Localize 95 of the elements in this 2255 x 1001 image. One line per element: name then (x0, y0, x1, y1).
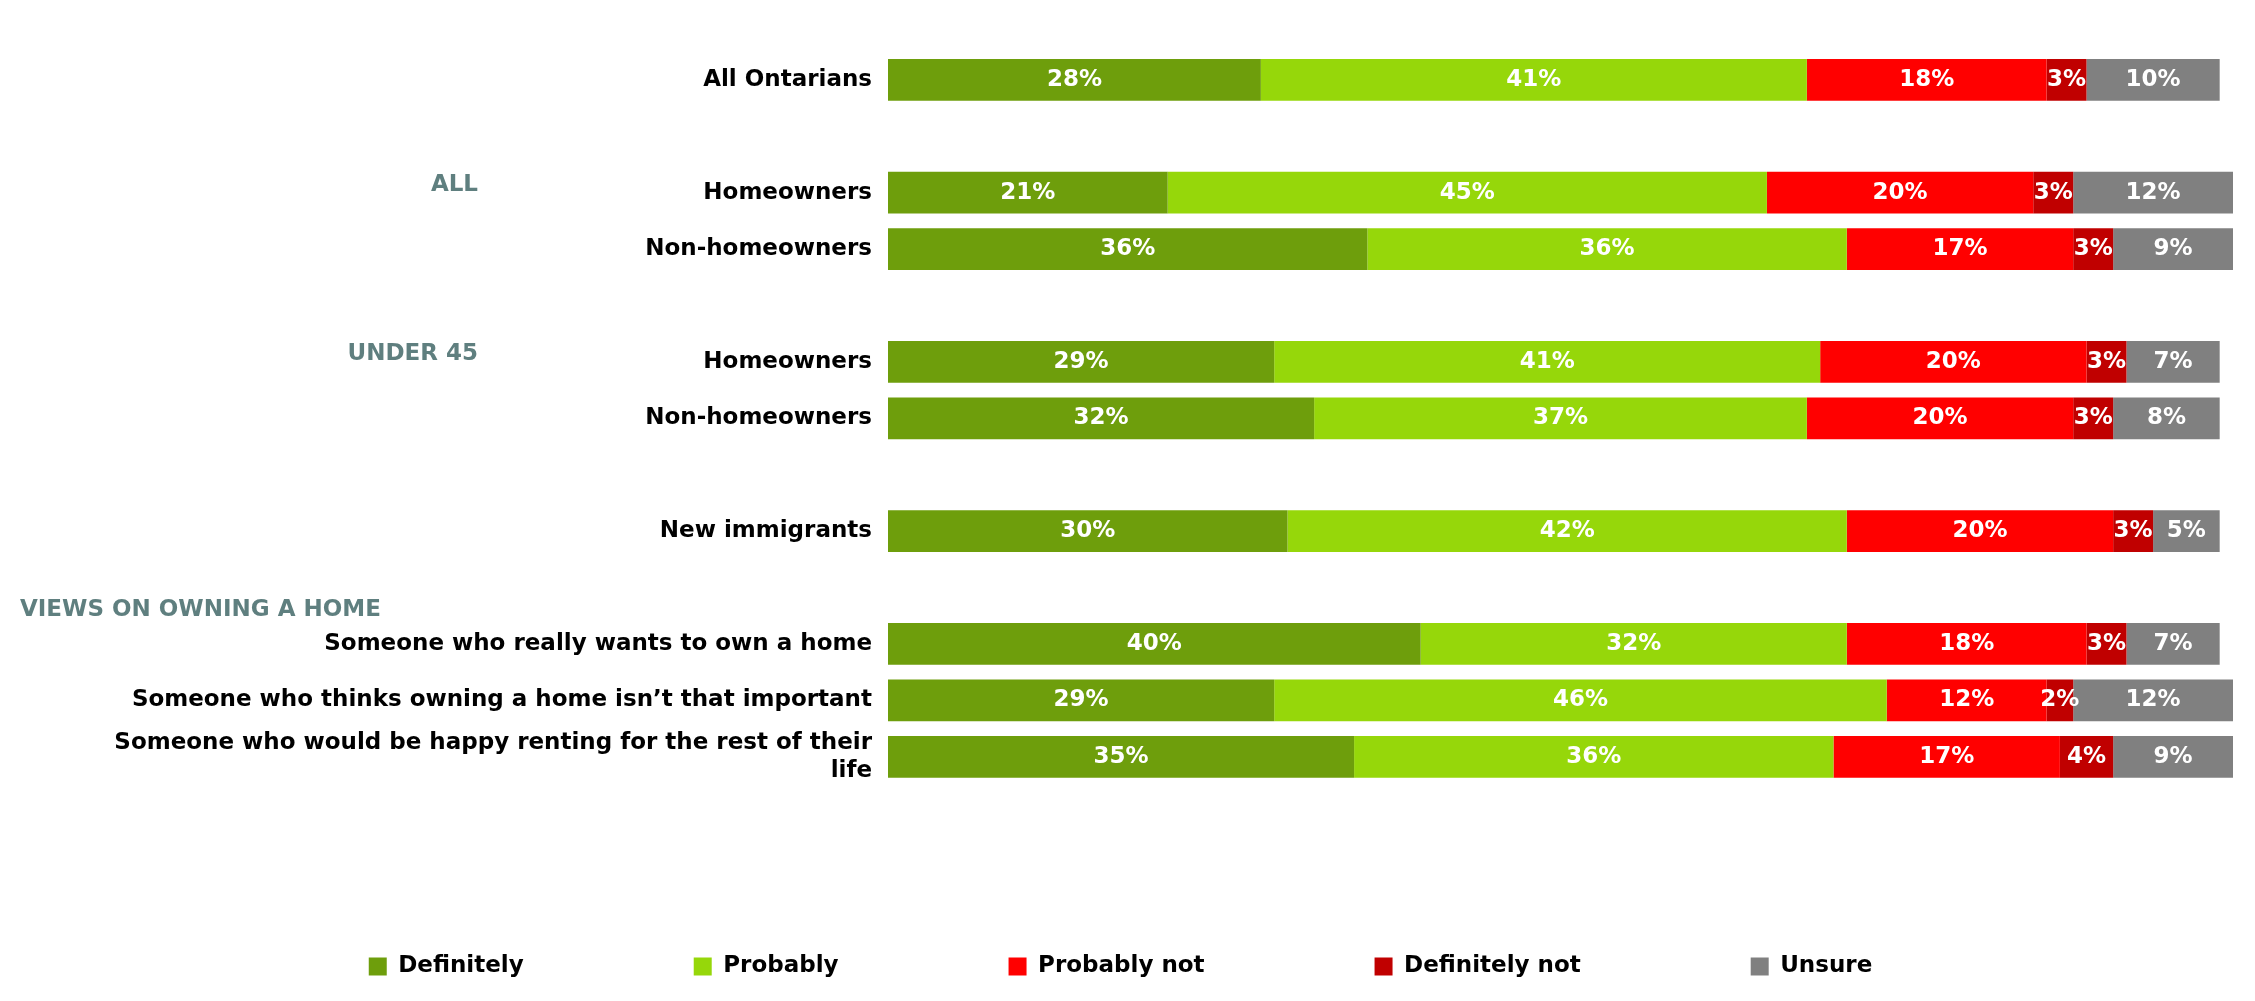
data-label: 12% (2125, 685, 2181, 712)
data-label: 3% (2033, 177, 2073, 204)
data-label: 7% (2153, 628, 2193, 655)
bar (888, 58, 1261, 101)
bar (2073, 171, 2233, 214)
data-label: 3% (2086, 628, 2127, 655)
data-label: 32% (1073, 403, 1129, 430)
bar (1314, 397, 1807, 440)
data-label: 2% (2040, 685, 2080, 712)
data-label: 5% (2166, 516, 2206, 543)
data-label: 4% (2066, 741, 2107, 768)
legend-label: Unsure (1780, 951, 1873, 978)
bar (1274, 679, 1887, 722)
bar (888, 623, 1421, 665)
legend-label: Probably not (1038, 951, 1205, 978)
bar (888, 171, 1168, 214)
bar (1766, 171, 2034, 214)
data-label: 20% (1925, 346, 1981, 373)
data-label: 30% (1060, 516, 1116, 543)
legend-label: Probably (723, 951, 839, 978)
data-label: 21% (1000, 177, 1056, 204)
data-label: 9% (2153, 234, 2193, 261)
bar (888, 510, 1288, 552)
bar (888, 679, 1275, 722)
y-tick-label: Someone who really wants to own a home (324, 628, 872, 655)
text: UNDER 45 (347, 338, 478, 365)
data-label: 45% (1439, 177, 1495, 204)
y-tick-label: Non-homeowners (645, 234, 872, 261)
bar (1420, 623, 1847, 665)
data-label: 41% (1519, 346, 1575, 373)
data-label: 37% (1532, 403, 1589, 430)
data-label: 36% (1566, 741, 1622, 768)
bar (2086, 58, 2220, 101)
bar (1846, 510, 2114, 552)
legend-label: Definitely (398, 951, 524, 978)
data-label: 35% (1093, 741, 1149, 768)
data-label: 46% (1552, 685, 1609, 712)
text: VIEWS ON OWNING A HOME (20, 594, 381, 621)
data-label: 20% (1872, 177, 1928, 204)
data-label: 9% (2153, 741, 2193, 768)
bar (888, 341, 1275, 383)
data-label: 29% (1053, 685, 1109, 712)
bar (1820, 341, 2087, 383)
data-label: 7% (2153, 346, 2193, 373)
data-label: 17% (1932, 234, 1988, 261)
data-label: 20% (1912, 403, 1968, 430)
data-label: 36% (1579, 234, 1635, 261)
y-tick-label: New immigrants (659, 516, 872, 543)
bar (1846, 228, 2074, 270)
bar (1260, 58, 1807, 101)
data-label: 32% (1606, 628, 1662, 655)
data-label: 42% (1539, 516, 1595, 543)
bar (1287, 510, 1847, 552)
data-label: 3% (2073, 403, 2113, 430)
data-label: 3% (2086, 346, 2127, 373)
bar (2113, 735, 2233, 778)
bar (1367, 228, 1847, 270)
y-tick-label: Non-homeowners (645, 403, 872, 430)
y-tick-label: Homeowners (703, 346, 872, 373)
y-tick-label: Someone who thinks owning a home isn’t that important (131, 685, 872, 712)
bar (1806, 397, 2074, 440)
legend-label: Definitely not (1404, 951, 1581, 978)
bar (1167, 171, 1767, 214)
bar (1846, 623, 2087, 665)
data-label: 29% (1053, 346, 1109, 373)
data-label: 10% (2125, 64, 2181, 91)
bar (2113, 397, 2220, 440)
data-label: 18% (1899, 64, 1955, 91)
data-label: 41% (1506, 64, 1562, 91)
data-label: 36% (1100, 234, 1156, 261)
text: ALL (430, 169, 479, 196)
data-label: 40% (1126, 628, 1182, 655)
data-label: 12% (2125, 177, 2181, 204)
data-label: 3% (2047, 64, 2087, 91)
data-label: 17% (1919, 741, 1975, 768)
y-tick-label: Homeowners (703, 177, 872, 204)
bar (1274, 341, 1821, 383)
y-tick-label: Someone who would be happy renting for the rest of their life (114, 727, 873, 782)
bar (2126, 623, 2220, 665)
bar (888, 397, 1315, 440)
data-label: 3% (2113, 516, 2153, 543)
data-label: 20% (1952, 516, 2008, 543)
y-tick-label: All Ontarians (703, 64, 872, 91)
data-label: 3% (2073, 234, 2113, 261)
bar (1833, 735, 2060, 778)
data-label: 18% (1939, 628, 1995, 655)
bar (1806, 58, 2047, 101)
bar (888, 228, 1368, 270)
bar (2126, 341, 2220, 383)
bar (1354, 735, 1834, 778)
bar (2113, 228, 2233, 270)
data-label: 28% (1046, 64, 1102, 91)
data-label: 8% (2146, 403, 2186, 430)
data-label: 12% (1939, 685, 1995, 712)
bar (888, 735, 1355, 778)
